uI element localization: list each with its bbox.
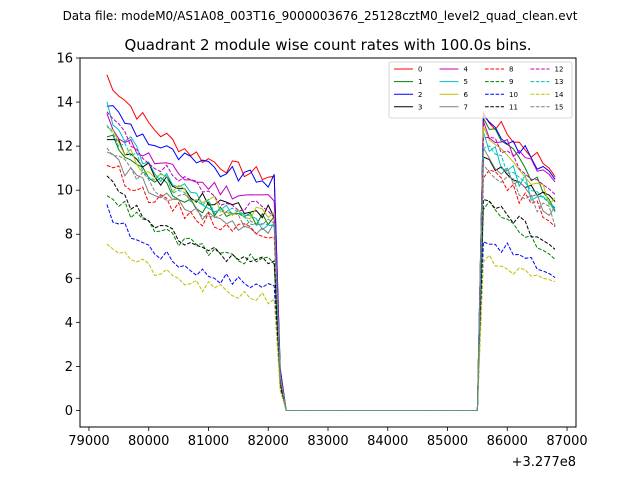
x-tick-label: 86000: [487, 434, 528, 449]
series-line-13: [106, 124, 556, 411]
x-axis: 79000 80000 81000 82000 83000 84000 85000 86000…: [68, 427, 588, 449]
series-line-14: [106, 243, 556, 411]
plot-lines: [106, 74, 556, 411]
y-tick-label: 2: [65, 360, 73, 375]
legend-label-4: 4: [464, 66, 469, 74]
x-tick-label: 81000: [188, 434, 229, 449]
y-axis: 0 2 4 6 8 10 12 14 16: [56, 52, 80, 419]
legend-label-1: 1: [418, 78, 422, 86]
chart-suptitle: Data file: modeM0/AS1A08_003T16_90000036…: [63, 9, 578, 23]
y-tick-label: 16: [56, 52, 73, 67]
series-line-15: [106, 147, 556, 411]
y-tick-label: 12: [56, 140, 73, 155]
legend-label-7: 7: [464, 103, 468, 111]
legend-label-5: 5: [464, 78, 468, 86]
legend-label-0: 0: [418, 66, 422, 74]
legend-label-12: 12: [555, 66, 564, 74]
legend-label-9: 9: [509, 78, 513, 86]
x-tick-label: 82000: [248, 434, 289, 449]
x-tick-label: 79000: [68, 434, 109, 449]
x-axis-offset-label: +3.277e8: [512, 455, 576, 470]
series-line-4: [106, 113, 556, 411]
legend-label-13: 13: [555, 78, 564, 86]
legend-label-2: 2: [418, 91, 422, 99]
legend-label-6: 6: [464, 91, 469, 99]
series-line-3: [106, 139, 556, 411]
x-tick-label: 87000: [546, 434, 587, 449]
series-line-0: [106, 74, 556, 411]
x-tick-label: 80000: [128, 434, 169, 449]
x-tick-label: 85000: [427, 434, 468, 449]
y-tick-label: 0: [65, 404, 73, 419]
series-line-10: [106, 204, 556, 411]
legend-label-11: 11: [509, 103, 518, 111]
y-tick-label: 10: [56, 184, 73, 199]
y-tick-label: 6: [65, 272, 73, 287]
chart-title: Quadrant 2 module wise count rates with …: [124, 36, 531, 54]
legend-label-3: 3: [418, 103, 422, 111]
y-tick-label: 8: [65, 228, 73, 243]
legend-label-10: 10: [509, 91, 518, 99]
series-line-11: [106, 175, 556, 411]
x-tick-label: 84000: [367, 434, 408, 449]
y-tick-label: 4: [65, 316, 73, 331]
y-tick-label: 14: [56, 96, 73, 111]
legend-label-8: 8: [509, 66, 513, 74]
series-line-9: [106, 195, 556, 411]
series-line-1: [106, 117, 556, 411]
legend-label-14: 14: [555, 91, 564, 99]
legend-label-15: 15: [555, 103, 564, 111]
series-line-2: [106, 105, 556, 411]
series-line-8: [106, 164, 556, 411]
series-line-6: [106, 126, 556, 411]
x-tick-label: 83000: [307, 434, 348, 449]
legend-box: [388, 61, 573, 119]
